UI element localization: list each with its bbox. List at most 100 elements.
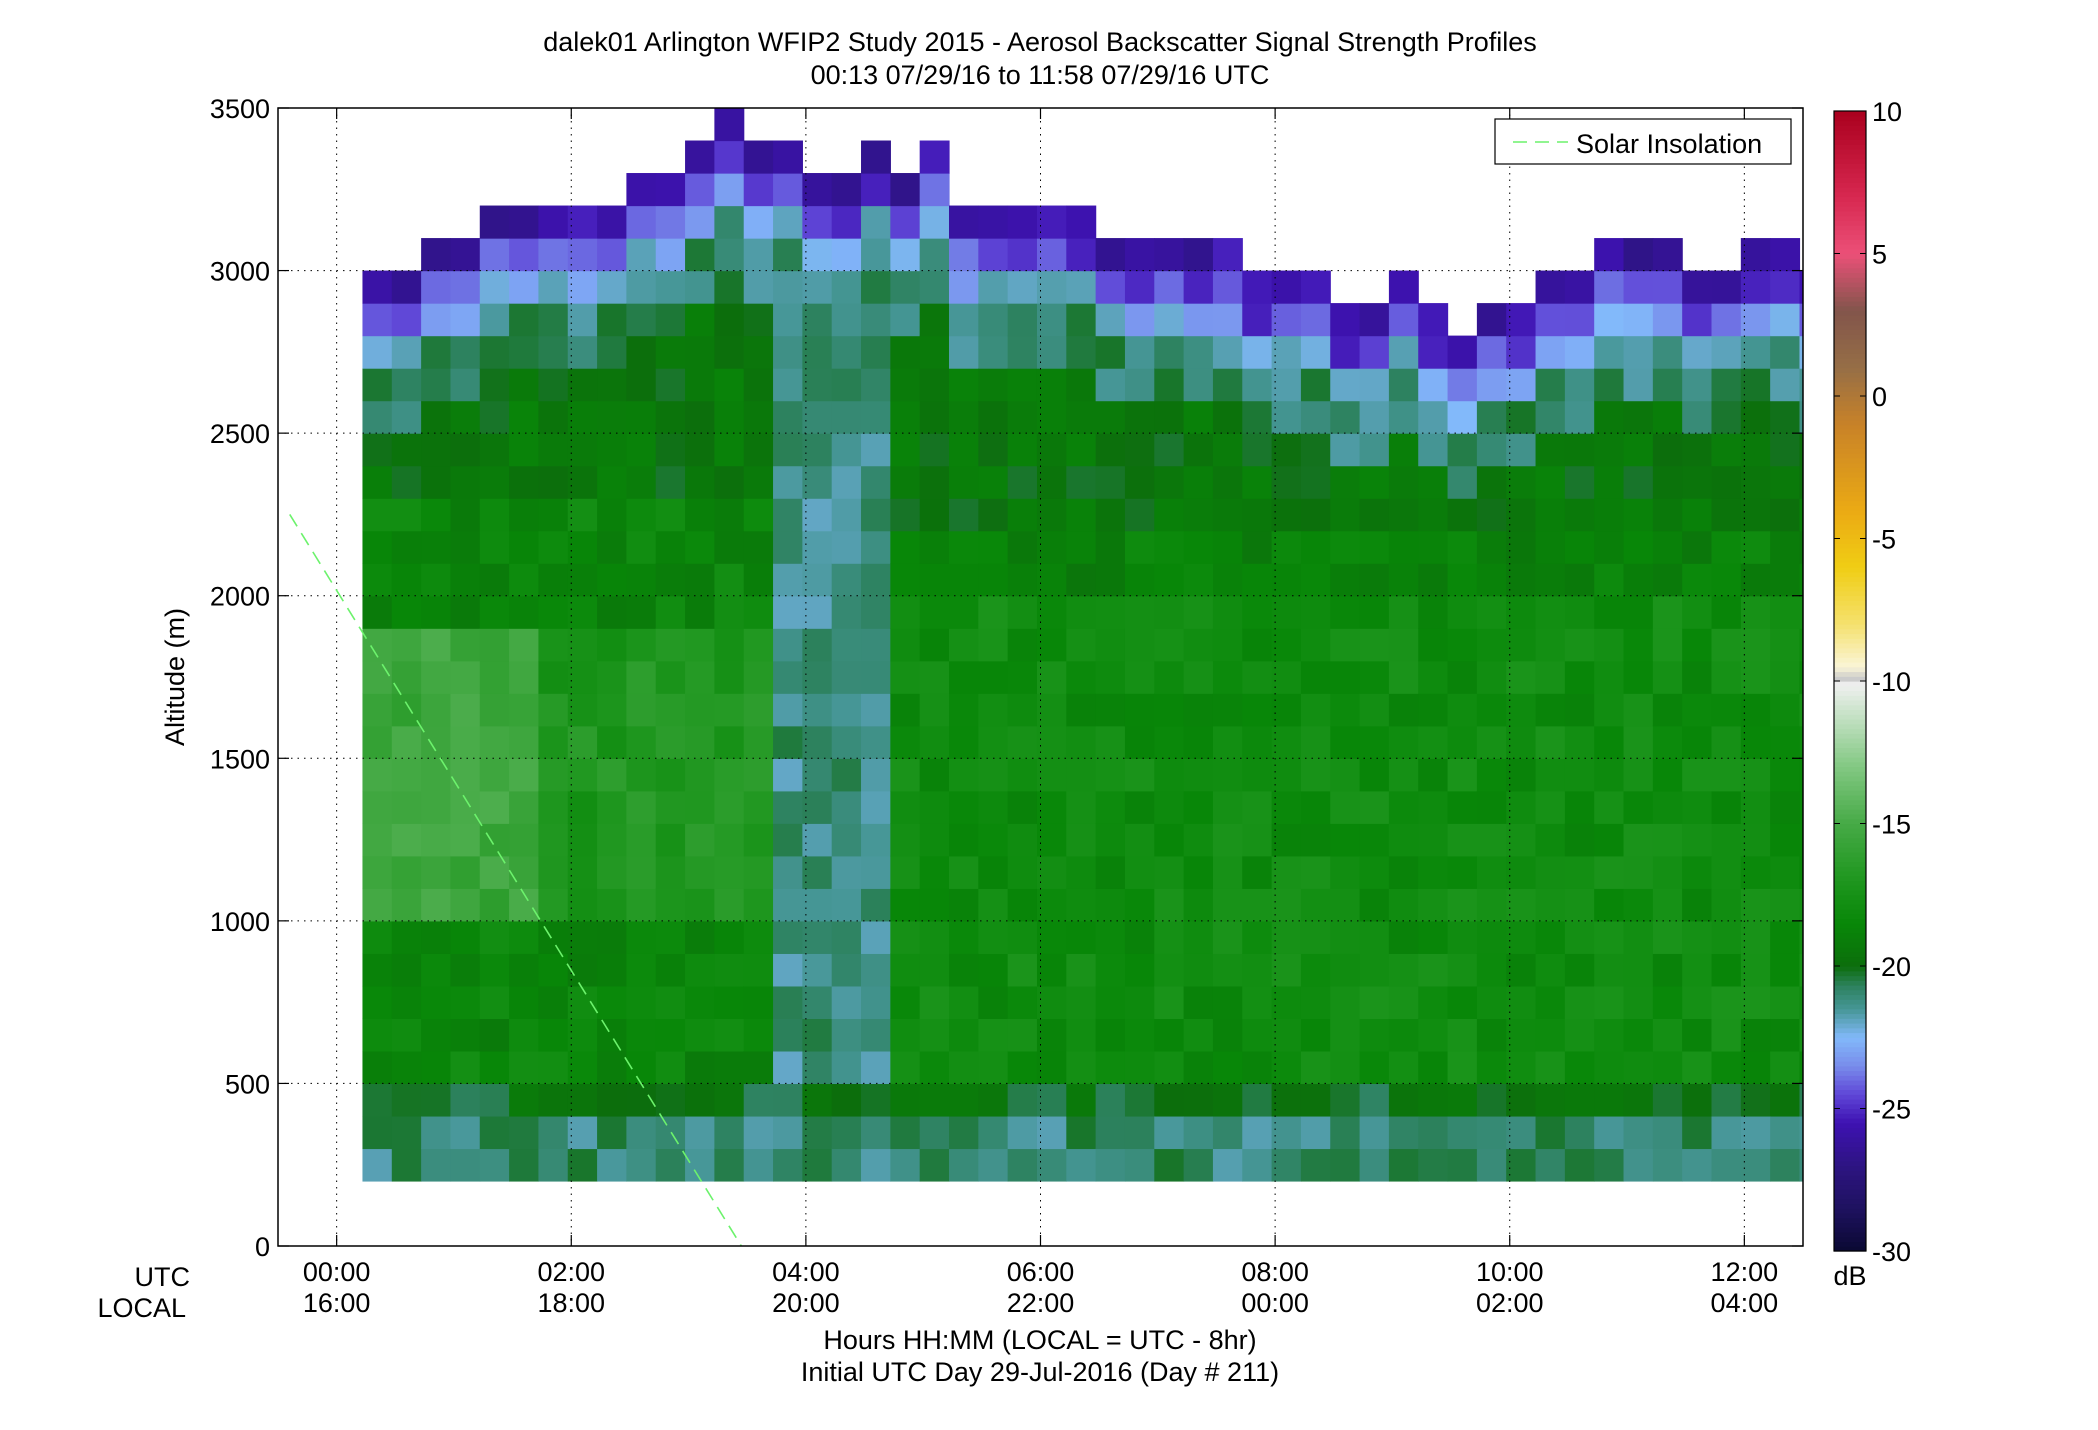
heatmap-cell [685,1148,715,1182]
heatmap-cell [391,270,422,304]
colorbar-segment [1834,823,1866,829]
heatmap-cell [890,1115,921,1150]
heatmap-cell [1212,920,1243,954]
heatmap-cell [802,498,833,532]
heatmap-cell [362,563,393,597]
colorbar-segment [1834,267,1866,274]
heatmap-cell [1740,335,1771,369]
heatmap-cell [421,335,452,369]
x-axis-ticks: 00:0016:0002:0018:0004:0020:0006:0022:00… [303,108,1778,1318]
heatmap-cell [450,1018,481,1052]
heatmap-cell [1476,465,1507,499]
colorbar-segment [1834,956,1866,962]
heatmap-cell [1242,855,1273,889]
heatmap-cell [479,660,510,694]
heatmap-cell [949,1050,979,1085]
heatmap-cell [1066,335,1097,369]
heatmap-cell [743,920,774,954]
heatmap-cell [362,1115,393,1150]
heatmap-cell [1770,758,1801,792]
heatmap-cell [567,1083,598,1117]
heatmap-cell [1124,1083,1155,1117]
heatmap-cell [1242,270,1273,304]
colorbar-tick-label: 10 [1872,97,1902,127]
colorbar-segment [1834,742,1866,749]
heatmap-cell [685,465,715,499]
heatmap-cell [391,823,422,857]
heatmap-cell [1564,693,1595,727]
heatmap-cell [1447,920,1478,954]
colorbar-segment [1834,1075,1866,1081]
heatmap-cell [714,563,745,597]
heatmap-cell [1095,1148,1126,1182]
heatmap-cell [685,953,715,987]
heatmap-cell [655,790,686,824]
heatmap-cell [1330,985,1361,1019]
heatmap-cell [978,888,1009,922]
heatmap-cell [1740,1083,1771,1117]
heatmap-cell [1095,1018,1126,1052]
heatmap-cell [773,628,803,662]
colorbar-segment [1834,305,1866,312]
heatmap-cell [1183,595,1214,629]
colorbar-segment [1834,932,1866,939]
heatmap-cell [538,693,569,727]
heatmap-cell [1124,595,1155,629]
heatmap-cell [538,953,569,987]
heatmap-cell [479,888,510,922]
heatmap-cell [1799,563,1803,597]
heatmap-cell [1330,725,1361,759]
heatmap-cell [861,1115,891,1150]
heatmap-cell [509,953,540,987]
heatmap-cell [1154,725,1185,759]
heatmap-cell [1652,563,1683,597]
heatmap-cell [1476,433,1507,467]
heatmap-cell [773,498,803,532]
colorbar-segment [1834,277,1866,283]
heatmap-cell [1124,530,1155,564]
colorbar-segment [1834,187,1866,193]
colorbar-segment [1834,1032,1866,1038]
heatmap-cell [626,465,657,499]
heatmap-cell [1388,725,1419,759]
heatmap-cell [714,855,745,889]
heatmap-cell [362,368,393,402]
heatmap-cell [978,628,1009,662]
heatmap-cell [1095,823,1126,857]
heatmap-cell [567,693,598,727]
heatmap-cell [1682,465,1713,499]
heatmap-cell [391,725,422,759]
heatmap-cell [1330,530,1361,564]
heatmap-cell [949,1148,979,1182]
heatmap-cell [626,433,657,467]
heatmap-cell [1506,823,1537,857]
heatmap-cell [1242,400,1273,434]
heatmap-cell [773,985,803,1019]
heatmap-cell [1066,985,1097,1019]
heatmap-cell [1594,465,1625,499]
heatmap-cell [1124,823,1155,857]
heatmap-cell [1036,1115,1067,1150]
heatmap-cell [1124,563,1155,597]
heatmap-cell [743,563,774,597]
heatmap-cell [655,303,686,337]
heatmap-cell [978,238,1009,272]
heatmap-cell [978,953,1009,987]
heatmap-cell [1242,335,1273,369]
heatmap-cell [773,563,803,597]
colorbar-tick-label: 0 [1872,382,1887,412]
heatmap-cell [1036,823,1067,857]
heatmap-cell [773,920,803,954]
heatmap-cell [1007,270,1038,304]
heatmap-cell [714,823,745,857]
heatmap-cell [450,1148,481,1182]
heatmap-cell [626,530,657,564]
heatmap-cell [919,595,950,629]
heatmap-cell [714,400,745,434]
heatmap-cell [450,335,481,369]
colorbar-segment [1834,785,1866,791]
heatmap-cell [1095,595,1126,629]
heatmap-cell [1066,693,1097,727]
heatmap-cell [1183,1050,1214,1085]
heatmap-cell [1740,725,1771,759]
